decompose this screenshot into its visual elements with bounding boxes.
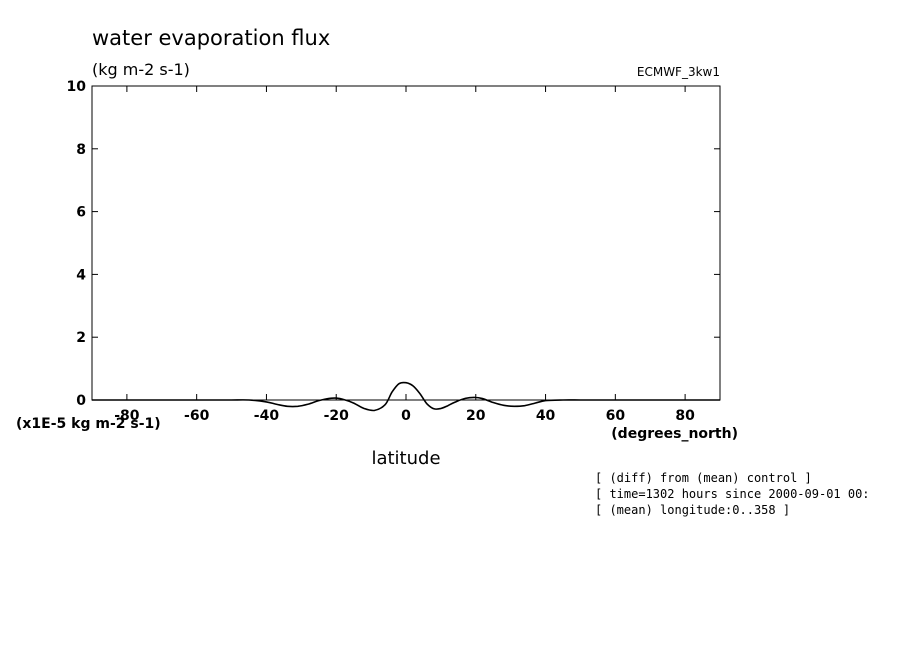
x-tick-label: -20 [324, 408, 350, 424]
units-label: (kg m-2 s-1) [92, 60, 190, 79]
y-tick-label: 10 [67, 79, 87, 95]
y-tick-label: 4 [76, 267, 86, 283]
dataset-label: ECMWF_3kw1 [637, 65, 720, 79]
x-axis-tick-labels: -80 -60 -40 -20 0 20 40 60 80 [114, 408, 695, 424]
scale-label: (x1E-5 kg m-2 s-1) [16, 416, 161, 432]
x-tick-label: 60 [606, 408, 626, 424]
note-line-3: [ (mean) longitude:0..358 ] [595, 503, 790, 517]
note-line-2: [ time=1302 hours since 2000-09-01 00: [595, 487, 870, 501]
x-tick-label: 20 [466, 408, 486, 424]
y-axis-tick-labels: 0 2 4 6 8 10 [67, 79, 87, 409]
note-line-1: [ (diff) from (mean) control ] [595, 471, 812, 485]
x-units-label: (degrees_north) [611, 426, 738, 442]
x-axis-label: latitude [371, 448, 440, 469]
x-axis-ticks [126, 86, 686, 400]
x-tick-label: -40 [254, 408, 280, 424]
plot-frame [91, 85, 721, 401]
y-tick-label: 6 [76, 205, 86, 221]
y-tick-label: 2 [76, 330, 86, 346]
chart-title: water evaporation flux [92, 26, 330, 50]
x-tick-label: -80 [114, 408, 140, 424]
y-tick-label: 0 [76, 393, 86, 409]
y-tick-label: 8 [76, 142, 86, 158]
series-line [92, 381, 720, 412]
x-tick-label: 0 [401, 408, 411, 424]
y-axis-ticks [92, 85, 720, 401]
x-tick-label: 80 [675, 408, 695, 424]
x-tick-label: -60 [184, 408, 210, 424]
x-tick-label: 40 [536, 408, 556, 424]
